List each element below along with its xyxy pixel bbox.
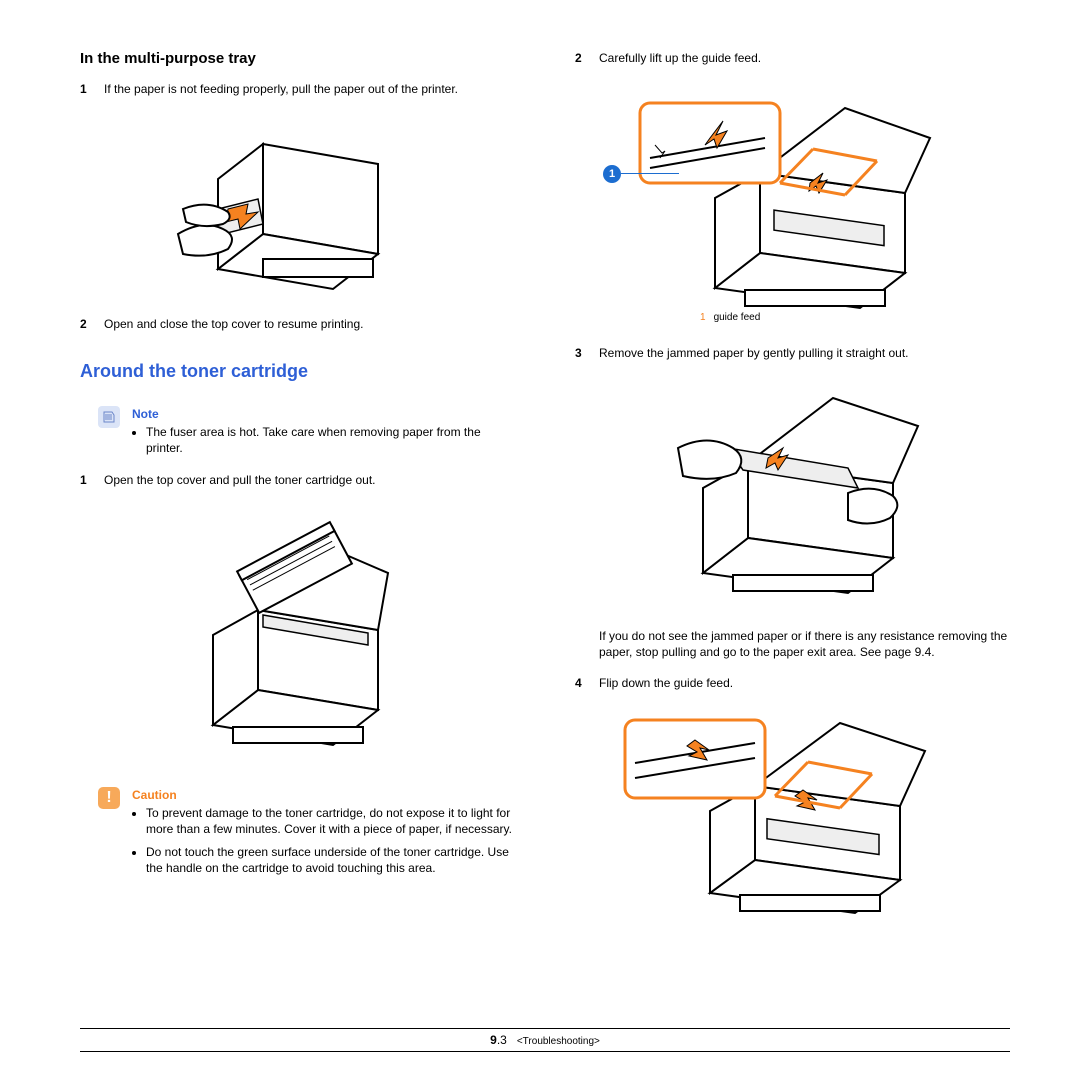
left-column: In the multi-purpose tray 1 If the paper… <box>80 50 515 1020</box>
step-2-multipurpose: 2 Open and close the top cover to resume… <box>80 316 515 333</box>
figure-flip-down-guide <box>605 708 945 928</box>
caution-block: ! Caution To prevent damage to the toner… <box>98 787 515 882</box>
caution-bullets: To prevent damage to the toner cartridge… <box>132 805 515 876</box>
callout-leader-line <box>621 173 679 175</box>
step-number: 3 <box>575 345 587 362</box>
step-number: 2 <box>80 316 92 333</box>
step-text: Flip down the guide feed. <box>599 675 1010 692</box>
page-footer: 9.3 <Troubleshooting> <box>80 1028 1010 1052</box>
section-heading-multipurpose: In the multi-purpose tray <box>80 50 515 67</box>
step-text: Open the top cover and pull the toner ca… <box>104 472 515 489</box>
step-text: Open and close the top cover to resume p… <box>104 316 515 333</box>
right-column: 2 Carefully lift up the guide feed. <box>575 50 1010 1020</box>
note-bullets: The fuser area is hot. Take care when re… <box>132 424 515 456</box>
callout-label-num: 1 <box>700 312 706 323</box>
caution-bullet: Do not touch the green surface underside… <box>146 844 515 876</box>
note-body: Note The fuser area is hot. Take care wh… <box>132 406 515 463</box>
step-3-remove-jam: 3 Remove the jammed paper by gently pull… <box>575 345 1010 362</box>
caution-body: Caution To prevent damage to the toner c… <box>132 787 515 882</box>
figure-pull-paper <box>168 114 428 304</box>
footer-section: <Troubleshooting> <box>517 1036 600 1047</box>
step-1-multipurpose: 1 If the paper is not feeding properly, … <box>80 81 515 98</box>
step-4-flip-down: 4 Flip down the guide feed. <box>575 675 1010 692</box>
step-2-guide-feed: 2 Carefully lift up the guide feed. <box>575 50 1010 67</box>
callout-badge: 1 <box>603 165 621 183</box>
note-title: Note <box>132 406 515 422</box>
caution-icon: ! <box>98 787 120 809</box>
note-icon <box>98 406 120 428</box>
step-number: 4 <box>575 675 587 692</box>
callout-label: 1 guide feed <box>700 312 760 323</box>
figure-pull-jammed-paper <box>648 378 938 608</box>
figure-remove-cartridge <box>173 505 423 765</box>
note-bullet: The fuser area is hot. Take care when re… <box>146 424 515 456</box>
heading-around-toner: Around the toner cartridge <box>80 361 515 382</box>
step-number: 2 <box>575 50 587 67</box>
caution-bullet: To prevent damage to the toner cartridge… <box>146 805 515 837</box>
step-number: 1 <box>80 81 92 98</box>
step-text: If the paper is not feeding properly, pu… <box>104 81 515 98</box>
figure-lift-guide-feed: 1 1 guide feed <box>595 83 955 333</box>
step-1-toner: 1 Open the top cover and pull the toner … <box>80 472 515 489</box>
footer-page-minor: .3 <box>497 1033 507 1047</box>
step-text: Carefully lift up the guide feed. <box>599 50 1010 67</box>
footer-page-major: 9 <box>490 1033 497 1047</box>
step-number: 1 <box>80 472 92 489</box>
caution-title: Caution <box>132 787 515 803</box>
callout-label-text: guide feed <box>714 312 761 323</box>
step-text: Remove the jammed paper by gently pullin… <box>599 345 1010 362</box>
note-block: Note The fuser area is hot. Take care wh… <box>98 406 515 463</box>
two-column-layout: In the multi-purpose tray 1 If the paper… <box>80 50 1010 1020</box>
paragraph-no-paper-visible: If you do not see the jammed paper or if… <box>599 628 1010 662</box>
